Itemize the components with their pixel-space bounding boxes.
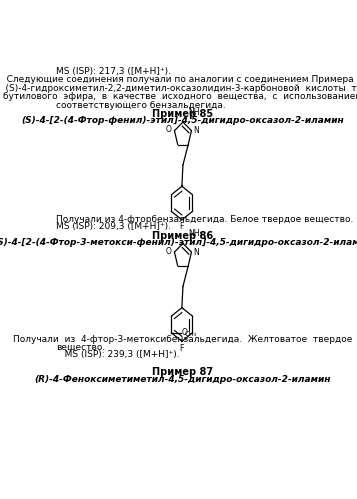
Text: вещество.: вещество. <box>56 343 105 352</box>
Text: N: N <box>193 126 199 135</box>
Text: F: F <box>180 344 184 353</box>
Text: MS (ISP): 217,3 ([M+H]⁺).: MS (ISP): 217,3 ([M+H]⁺). <box>56 67 171 76</box>
Text: CH₃: CH₃ <box>185 331 197 337</box>
Text: NH₂: NH₂ <box>189 108 203 117</box>
Text: O: O <box>181 328 187 337</box>
Text: N: N <box>193 248 199 256</box>
Text: Пример 86: Пример 86 <box>152 231 213 241</box>
Text: из  (S)-4-гидроксиметил-2,2-диметил-оксазолидин-3-карбоновой  кислоты  трет-: из (S)-4-гидроксиметил-2,2-диметил-оксаз… <box>0 84 357 93</box>
Text: F: F <box>180 223 184 232</box>
Text: Следующие соединения получали по аналогии с соединением Примера 83: Следующие соединения получали по аналоги… <box>0 75 357 84</box>
Text: бутилового  эфира,  в  качестве  исходного  вещества,  с  использованием: бутилового эфира, в качестве исходного в… <box>3 92 357 101</box>
Text: соответствующего бензальдегида.: соответствующего бензальдегида. <box>56 101 225 110</box>
Text: Пример 87: Пример 87 <box>152 367 213 377</box>
Text: MS (ISP): 209,3 ([M+H]⁺).: MS (ISP): 209,3 ([M+H]⁺). <box>56 223 171 232</box>
Text: (S)-4-[2-(4-Фтор-3-метокси-фенил)-этил]-4,5-дигидро-оксазол-2-иламин: (S)-4-[2-(4-Фтор-3-метокси-фенил)-этил]-… <box>0 238 357 247</box>
Text: Получали  из  4-фтор-3-метоксибензальдегида.  Желтоватое  твердое: Получали из 4-фтор-3-метоксибензальдегид… <box>13 335 353 344</box>
Text: NH₂: NH₂ <box>189 230 203 239</box>
Text: O: O <box>166 125 172 134</box>
Text: Пример 85: Пример 85 <box>152 109 213 119</box>
Text: O: O <box>166 247 172 256</box>
Text: MS (ISP): 239,3 ([M+H]⁺).: MS (ISP): 239,3 ([M+H]⁺). <box>56 350 179 359</box>
Text: (R)-4-Феноксиметиметил-4,5-дигидро-оксазол-2-иламин: (R)-4-Феноксиметиметил-4,5-дигидро-оксаз… <box>35 375 331 384</box>
Text: (S)-4-[2-(4-Фтор-фенил)-этил]-4,5-дигидро-оксазол-2-иламин: (S)-4-[2-(4-Фтор-фенил)-этил]-4,5-дигидр… <box>21 116 345 125</box>
Text: Получали из 4-фторбензальдегида. Белое твердое вещество.: Получали из 4-фторбензальдегида. Белое т… <box>56 215 353 224</box>
